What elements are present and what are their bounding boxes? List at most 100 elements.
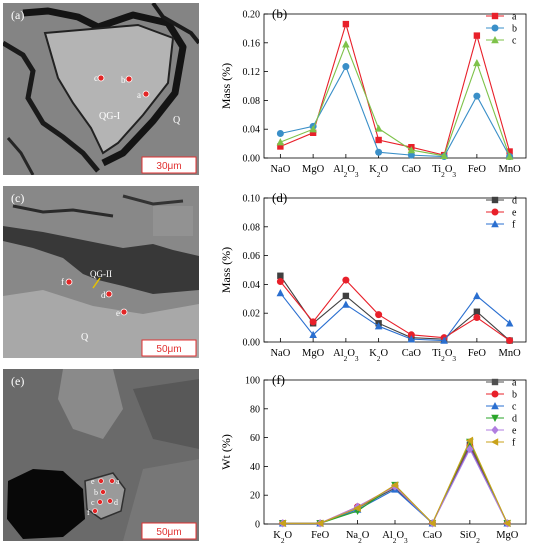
y-axis-label: Mass (%) (219, 247, 233, 293)
data-point-f (440, 336, 448, 344)
spot-label-f: f (61, 277, 64, 287)
spot-label-d: d (101, 290, 106, 300)
micrograph-a: (a) c b a QG-I Q 30μm (3, 3, 199, 175)
y-tick-label: 0.10 (243, 194, 261, 205)
y-tick-label: 0.20 (243, 10, 261, 21)
data-point-b (407, 151, 415, 159)
panel-label: (b) (272, 6, 287, 21)
legend-marker-f (491, 220, 499, 228)
spot-label-e-b: b (94, 488, 98, 497)
y-axis-label: Mass (%) (219, 63, 233, 109)
micrograph-e: (e) e a b c d f 50μm (3, 369, 199, 541)
legend-label-f: f (512, 220, 516, 231)
region-label-qg1: QG-I (99, 111, 120, 122)
spot-label-a: a (137, 90, 141, 100)
plot-frame (263, 197, 527, 343)
panel-label: (d) (272, 190, 287, 205)
data-point-b (276, 130, 284, 138)
chart-d: (d) 0.00 0.02 0.04 0.06 0.08 0.10 Mass (%) NaO Mg… (200, 184, 538, 368)
spot-label-e-c: c (91, 498, 95, 507)
data-point-e (375, 311, 383, 319)
y-tick-label: 0.00 (243, 338, 261, 349)
chart-b: (b) 0.00 0.04 0.08 0.12 0.16 0.20 Mass (%) NaO Mg… (200, 0, 538, 184)
data-point-a (277, 143, 284, 150)
y-tick-label: 0.16 (243, 38, 261, 49)
legend-marker-a (491, 12, 499, 20)
legend-marker-e (491, 208, 499, 216)
spot-label-b: b (121, 75, 126, 85)
legend-marker-d (491, 414, 499, 422)
legend-marker-c (491, 36, 499, 44)
data-point-f (407, 335, 416, 343)
region-label-q: Q (173, 115, 181, 126)
region-label-q-c: Q (81, 332, 89, 343)
legend-label-d: d (512, 196, 517, 207)
data-point-f (276, 289, 285, 297)
data-point-c (342, 40, 350, 48)
y-tick-label: 100 (245, 376, 260, 387)
data-point-c (309, 125, 317, 133)
data-point-f (316, 519, 324, 528)
data-point-b (473, 92, 481, 100)
data-point-c (407, 146, 416, 154)
data-point-f (309, 330, 317, 338)
spot-label-e: e (116, 308, 120, 318)
y-tick-label: 0.06 (243, 251, 261, 262)
series-line-e (279, 279, 510, 342)
data-point-e (407, 331, 415, 339)
y-tick-label: 40 (250, 462, 260, 473)
chart-f: (f) 0 20 40 60 80 100 Wt (%) K2O FeO Na2O Al2O3 CaO S… (200, 366, 538, 550)
data-point-c (440, 151, 448, 160)
data-point-f (465, 436, 474, 445)
x-tick-label: CaO (402, 348, 422, 359)
panel-label-e: (e) (11, 374, 24, 388)
legend-marker-c (491, 402, 499, 410)
data-point-e (309, 318, 317, 326)
data-point-f (505, 319, 514, 327)
x-tick-label: K2O (369, 164, 388, 179)
data-point-f (353, 504, 361, 512)
y-tick-label: 0.08 (243, 222, 261, 233)
data-point-e (342, 276, 350, 284)
legend-label-c: c (512, 36, 517, 47)
x-tick-label: CaO (402, 164, 422, 175)
x-tick-label: NaO (270, 164, 290, 175)
y-tick-label: 0.04 (243, 280, 261, 291)
data-point-d (473, 308, 481, 315)
data-point-c (473, 58, 481, 67)
legend-label-c: c (512, 402, 517, 413)
data-point-f (428, 519, 436, 528)
x-tick-label: Na2O (346, 530, 370, 545)
data-point-d (342, 292, 350, 300)
plot-frame (263, 379, 527, 525)
legend-label-e: e (512, 426, 517, 437)
data-point-f (503, 519, 511, 528)
data-point-e (473, 314, 481, 322)
series-line-d (279, 275, 510, 341)
y-tick-label: 0 (255, 520, 260, 531)
scale-bar-c: 50μm (156, 344, 181, 355)
x-tick-label: FeO (468, 348, 487, 359)
panel-label-a: (a) (11, 8, 24, 22)
y-tick-label: 0.00 (243, 154, 261, 165)
data-point-a (375, 136, 382, 144)
data-point-d (277, 272, 284, 279)
x-tick-label: MgO (302, 164, 325, 175)
x-tick-label: Al2O3 (333, 348, 359, 363)
data-point-e (506, 337, 514, 345)
legend-label-a: a (512, 378, 517, 389)
x-tick-label: FeO (468, 164, 487, 175)
spot-label-e-e: e (91, 477, 95, 486)
y-axis-label: Wt (%) (219, 434, 233, 470)
x-tick-label: Al2O3 (333, 164, 359, 179)
x-tick-label: K2O (273, 530, 292, 545)
data-point-c (374, 124, 383, 132)
data-point-f (374, 322, 383, 330)
legend-marker-f (491, 438, 499, 446)
spot-label-e-d: d (114, 498, 118, 507)
x-tick-label: MgO (302, 348, 325, 359)
data-point-e (466, 444, 474, 454)
legend-label-b: b (512, 390, 517, 401)
data-point-a (506, 148, 513, 155)
data-point-a (473, 32, 481, 39)
